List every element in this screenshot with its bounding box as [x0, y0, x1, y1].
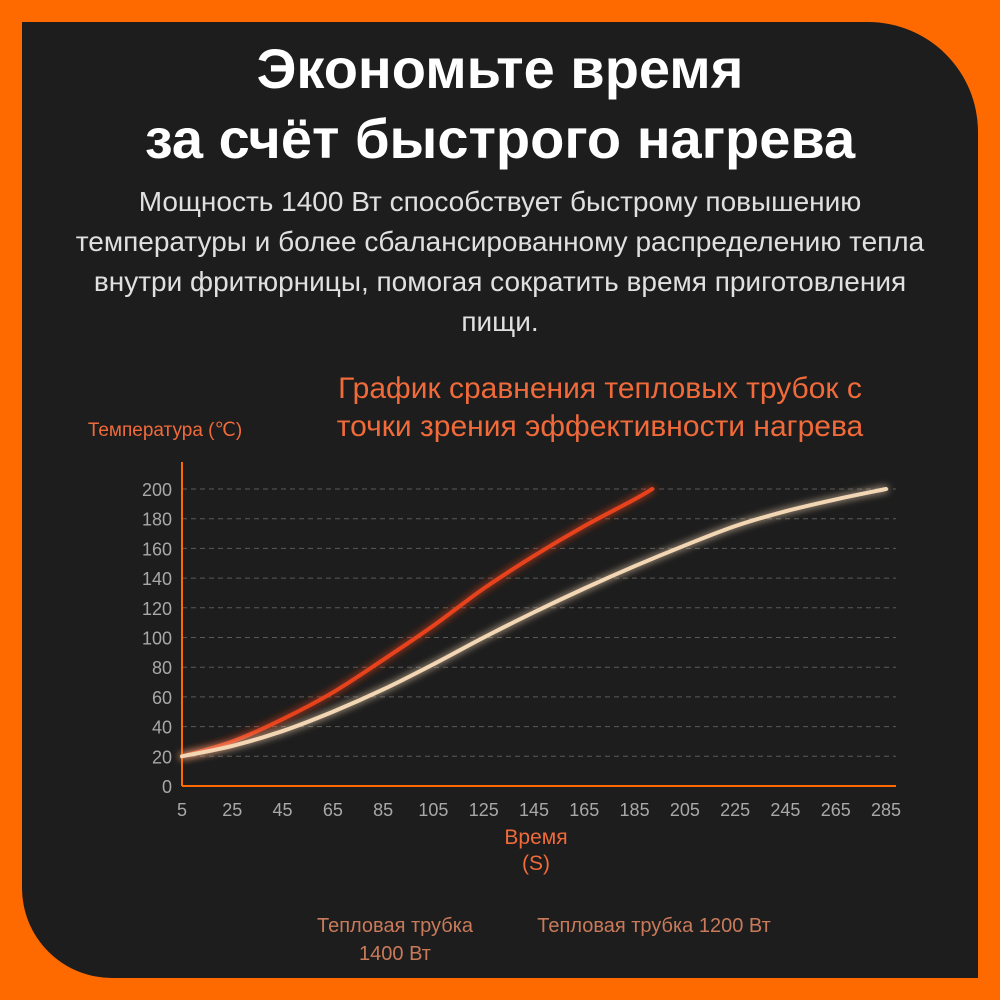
x-tick-label: 45 — [273, 800, 293, 820]
legend-label-1400-line1: Тепловая трубка — [316, 915, 474, 937]
legend-label-1400: Тепловая трубка 1400 Вт — [290, 912, 500, 968]
y-tick-label: 180 — [142, 510, 172, 530]
y-tick-label: 0 — [162, 777, 172, 797]
x-tick-label: 145 — [519, 800, 549, 820]
x-axis-unit: (S) — [522, 852, 550, 875]
x-tick-label: 185 — [620, 800, 650, 820]
x-tick-label: 65 — [323, 800, 343, 820]
x-tick-label: 165 — [569, 800, 599, 820]
y-tick-label: 160 — [142, 539, 172, 559]
y-tick-label: 120 — [142, 599, 172, 619]
x-tick-label: 5 — [177, 800, 187, 820]
series-line-1400 — [180, 487, 655, 759]
x-tick-label: 265 — [821, 800, 851, 820]
x-axis-label: Время — [504, 826, 567, 849]
description: Мощность 1400 Вт способствует быстрому п… — [75, 186, 925, 337]
y-axis-label: Температура (℃) — [88, 420, 242, 441]
chart-title: График сравнения тепловых трубок с точки… — [336, 372, 864, 443]
series-line-1200 — [180, 487, 888, 759]
y-tick-label: 200 — [142, 480, 172, 500]
x-tick-label: 205 — [670, 800, 700, 820]
y-tick-label: 140 — [142, 569, 172, 589]
x-tick-label: 245 — [770, 800, 800, 820]
x-tick-label: 125 — [469, 800, 499, 820]
legend-label-1400-line2: 1400 Вт — [359, 943, 431, 965]
heading-line-1: Экономьте время — [256, 37, 744, 100]
y-tick-label: 40 — [152, 718, 172, 738]
y-tick-label: 100 — [142, 629, 172, 649]
x-tick-label: 285 — [871, 800, 901, 820]
x-tick-label: 85 — [373, 800, 393, 820]
y-tick-label: 20 — [152, 747, 172, 767]
legend-label-1200: Тепловая трубка 1200 Вт — [537, 915, 771, 937]
x-tick-label: 25 — [222, 800, 242, 820]
y-tick-label: 60 — [152, 688, 172, 708]
heading-line-2: за счёт быстрого нагрева — [144, 107, 856, 170]
x-tick-label: 105 — [418, 800, 448, 820]
y-tick-label: 80 — [152, 658, 172, 678]
x-tick-label: 225 — [720, 800, 750, 820]
